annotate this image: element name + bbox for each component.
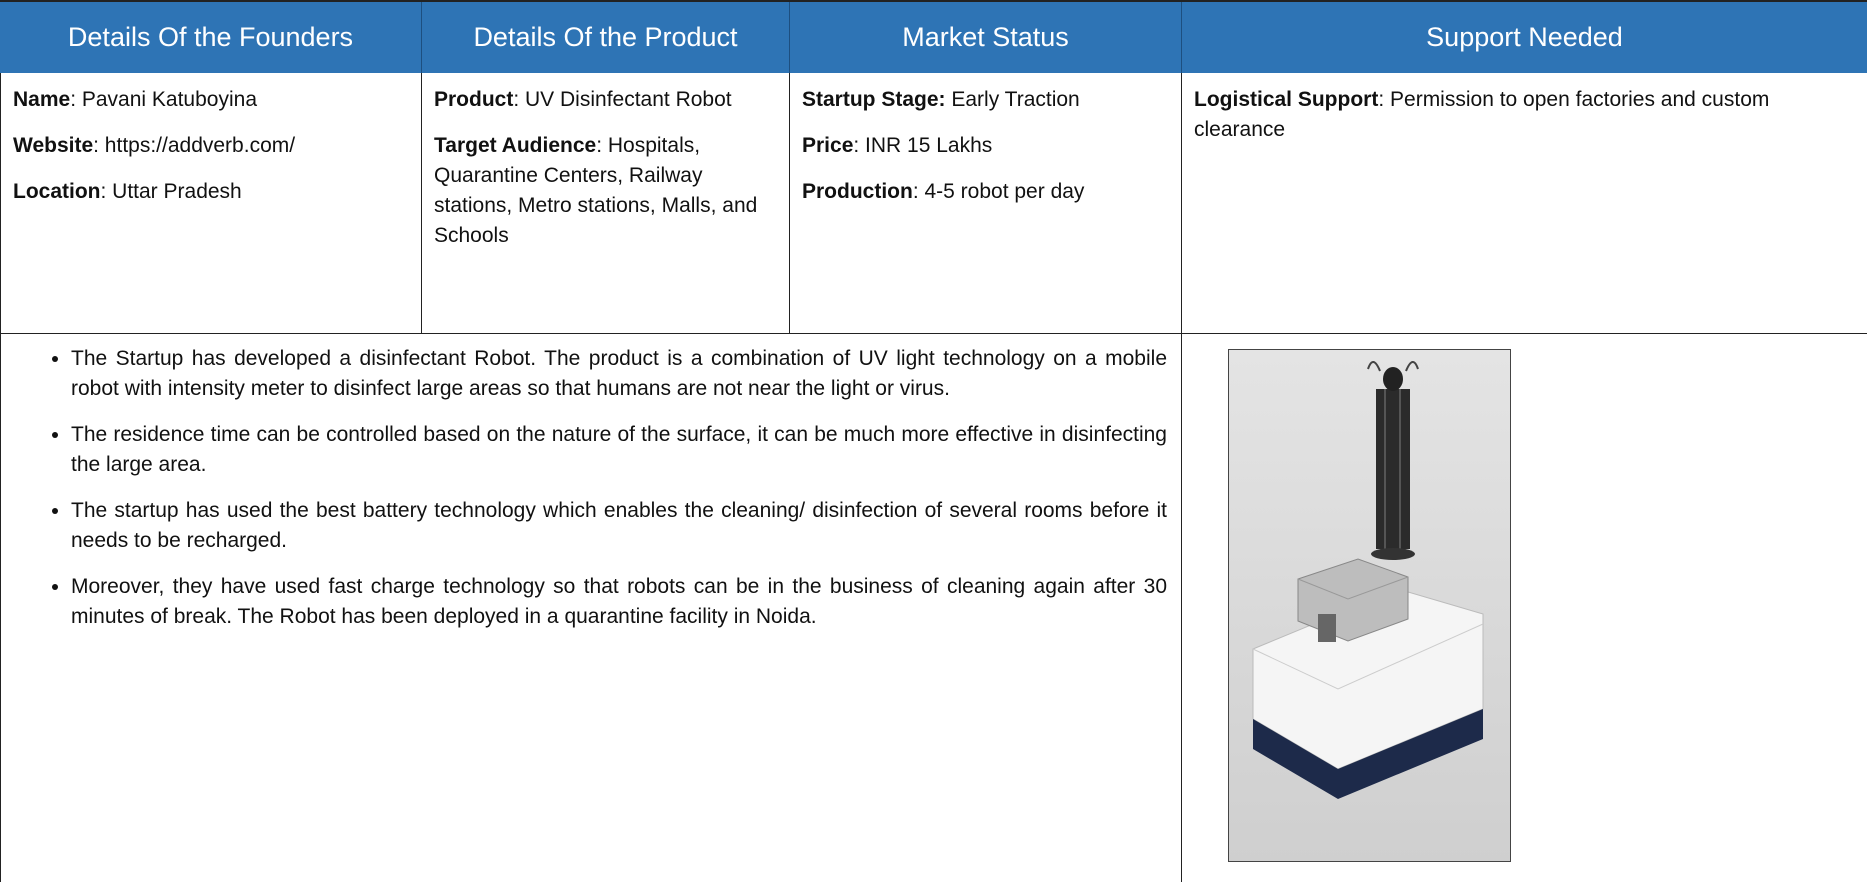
field: Production: 4-5 robot per day <box>802 177 1169 207</box>
description-cell: The Startup has developed a disinfectant… <box>0 334 1182 882</box>
header-cell: Market Status <box>790 2 1182 73</box>
field-label: Location <box>13 180 101 203</box>
header-cell: Details Of the Product <box>422 2 790 73</box>
field-value: : Pavani Katuboyina <box>70 88 257 111</box>
field-value: : 4-5 robot per day <box>912 180 1085 203</box>
field-label: Production <box>802 180 913 203</box>
robot-image <box>1228 349 1511 862</box>
field: Name: Pavani Katuboyina <box>13 85 409 115</box>
field-label: Name <box>13 88 71 111</box>
field-label: Target Audience <box>434 134 597 157</box>
field: Price: INR 15 Lakhs <box>802 131 1169 161</box>
bullet: The residence time can be controlled bas… <box>71 420 1167 480</box>
field: Product: UV Disinfectant Robot <box>434 85 777 115</box>
bullet-list: The Startup has developed a disinfectant… <box>1 344 1167 632</box>
field: Logistical Support: Permission to open f… <box>1194 85 1855 145</box>
field-value: : Hospitals, Quarantine Centers, Railway… <box>434 134 758 247</box>
field-value: Early Traction <box>945 88 1080 111</box>
header-cell: Details Of the Founders <box>0 2 422 73</box>
field-label: Product <box>434 88 514 111</box>
founders-cell: Name: Pavani Katuboyina Website: https:/… <box>0 73 422 334</box>
field: Target Audience: Hospitals, Quarantine C… <box>434 131 777 251</box>
field-label: Startup Stage: <box>802 88 946 111</box>
field: Startup Stage: Early Traction <box>802 85 1169 115</box>
field-value: : Uttar Pradesh <box>100 180 242 203</box>
field-label: Website <box>13 134 94 157</box>
product-cell: Product: UV Disinfectant Robot Target Au… <box>422 73 790 334</box>
bullet: Moreover, they have used fast charge tec… <box>71 572 1167 632</box>
field-value: : Permission to open factories and custo… <box>1194 88 1770 141</box>
field-label: Logistical Support <box>1194 88 1379 111</box>
field-value: : INR 15 Lakhs <box>853 134 993 157</box>
field-value: : UV Disinfectant Robot <box>513 88 732 111</box>
top-border <box>0 0 1867 2</box>
field: Website: https://addverb.com/ <box>13 131 409 161</box>
field: Location: Uttar Pradesh <box>13 177 409 207</box>
field-value: : https://addverb.com/ <box>93 134 296 157</box>
support-cell: Logistical Support: Permission to open f… <box>1182 73 1867 334</box>
field-label: Price <box>802 134 854 157</box>
bullet: The Startup has developed a disinfectant… <box>71 344 1167 404</box>
header-cell: Support Needed <box>1182 2 1867 73</box>
bullet: The startup has used the best battery te… <box>71 496 1167 556</box>
market-cell: Startup Stage: Early Traction Price: INR… <box>790 73 1182 334</box>
